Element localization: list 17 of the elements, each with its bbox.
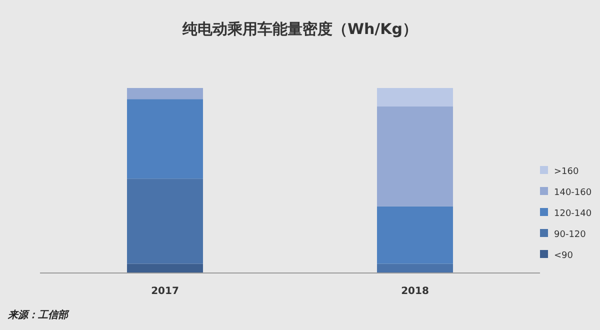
bar xyxy=(377,206,453,264)
x-tick-label: 2018 xyxy=(401,286,429,297)
legend-label: 90-120 xyxy=(554,230,586,240)
bar xyxy=(377,88,453,106)
legend-label: 120-140 xyxy=(554,209,592,219)
bar xyxy=(127,99,203,179)
chart-title: 纯电动乘用车能量密度（Wh/Kg） xyxy=(181,20,418,38)
legend-label: >160 xyxy=(554,167,579,177)
bar xyxy=(127,88,203,100)
legend-label: <90 xyxy=(554,251,574,261)
x-tick-label: 2017 xyxy=(151,286,179,297)
source-note: 来源：工信部 xyxy=(7,309,70,321)
bar xyxy=(127,178,203,264)
bar xyxy=(377,106,453,206)
legend-label: 140-160 xyxy=(554,188,592,198)
bar xyxy=(127,264,203,273)
bar xyxy=(377,264,453,273)
